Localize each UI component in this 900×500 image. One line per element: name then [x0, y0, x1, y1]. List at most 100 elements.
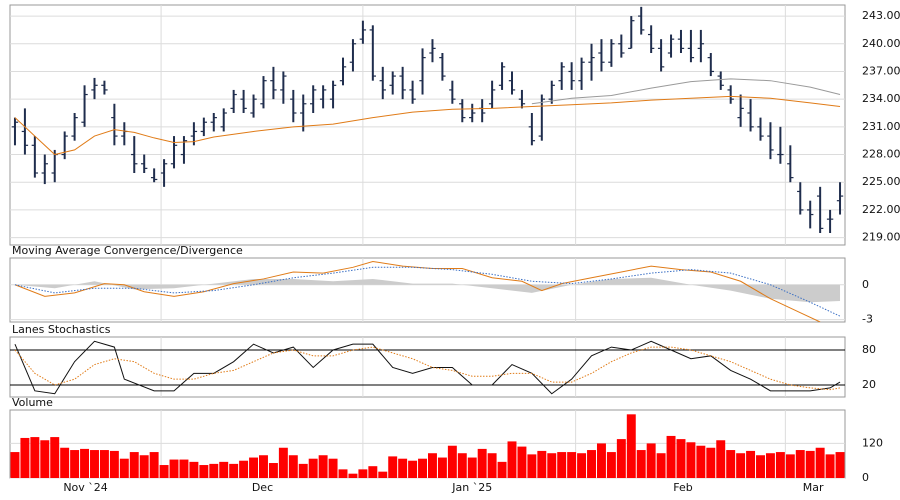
volume-bar: [795, 450, 805, 478]
volume-bar: [348, 473, 358, 478]
y-tick-label: 120: [862, 436, 883, 449]
volume-bar: [716, 440, 726, 478]
volume-bar: [259, 455, 268, 478]
volume-bar: [547, 453, 557, 478]
volume-bar: [368, 466, 378, 478]
volume-bar: [109, 450, 119, 478]
volume-bar: [825, 454, 835, 478]
y-tick-label: 0: [862, 471, 869, 484]
x-tick-label: Mar: [803, 481, 824, 494]
panel-title: Lanes Stochastics: [12, 323, 111, 336]
volume-bar: [676, 439, 686, 478]
y-tick-label: 225.00: [862, 175, 900, 188]
y-tick-label: 240.00: [862, 37, 900, 50]
volume-bar: [656, 453, 666, 478]
x-tick-label: Nov `24: [63, 481, 107, 494]
volume-bar: [338, 469, 348, 478]
volume-bar: [418, 458, 428, 478]
volume-bar: [726, 450, 736, 478]
series-line: [14, 95, 841, 156]
volume-bar: [229, 463, 239, 478]
volume-bar: [736, 453, 746, 478]
x-tick-label: Jan `25: [451, 481, 492, 494]
volume-bar: [209, 463, 219, 478]
volume-bar: [99, 450, 109, 478]
volume-bar: [447, 445, 457, 478]
y-tick-label: 219.00: [862, 231, 900, 244]
volume-bar: [239, 460, 249, 478]
volume-bar: [298, 463, 308, 478]
volume-bar: [457, 453, 467, 478]
volume-bar: [696, 445, 706, 478]
volume-bar: [666, 435, 676, 478]
series-line: [14, 346, 841, 391]
histogram-area: [14, 277, 841, 303]
volume-bar: [775, 452, 785, 478]
volume-bar: [487, 453, 497, 478]
volume-bar: [706, 447, 716, 478]
volume-bar: [189, 461, 199, 478]
volume-bar: [398, 458, 408, 478]
volume-bar: [388, 456, 398, 478]
volume-bar: [587, 450, 596, 478]
y-tick-label: 243.00: [862, 9, 900, 22]
volume-bar: [268, 463, 278, 478]
volume-bar: [507, 441, 517, 478]
panel-frame: [9, 4, 846, 246]
y-tick-label: 228.00: [862, 148, 900, 161]
series-line: [14, 340, 841, 395]
volume-bar: [10, 452, 20, 478]
y-tick-label: 237.00: [862, 64, 900, 77]
panel-frame: [9, 409, 846, 479]
y-tick-label: 222.00: [862, 203, 900, 216]
y-tick-label: 0: [862, 278, 869, 291]
volume-bar: [477, 448, 487, 478]
volume-bar: [467, 457, 477, 478]
volume-bar: [686, 442, 696, 478]
volume-bar: [815, 447, 825, 478]
x-tick-label: Dec: [252, 481, 273, 494]
panel-frame: [9, 336, 846, 398]
volume-bar: [636, 450, 646, 478]
volume-bar: [70, 450, 80, 478]
volume-bar: [40, 440, 50, 478]
volume-bar: [129, 452, 139, 478]
volume-bar: [557, 452, 567, 478]
x-tick-label: Feb: [673, 481, 692, 494]
y-tick-label: -3: [862, 313, 873, 326]
volume-bar: [606, 452, 616, 478]
volume-bar: [358, 469, 368, 478]
panel-title: Volume: [12, 396, 53, 409]
y-tick-label: 80: [862, 343, 876, 356]
volume-bar: [805, 450, 815, 478]
volume-bar: [756, 455, 765, 478]
volume-bar: [835, 452, 845, 478]
volume-bar: [378, 471, 388, 478]
volume-bar: [517, 446, 527, 478]
volume-bar: [537, 450, 547, 478]
y-tick-label: 20: [862, 378, 876, 391]
volume-bar: [527, 454, 537, 478]
volume-bar: [149, 452, 159, 478]
volume-bar: [139, 455, 149, 478]
volume-bar: [616, 439, 626, 478]
volume-bar: [169, 459, 179, 478]
volume-bar: [408, 460, 418, 478]
panel-title: Moving Average Convergence/Divergence: [12, 244, 243, 257]
volume-bar: [199, 465, 209, 478]
volume-bar: [30, 437, 40, 478]
volume-bar: [646, 443, 656, 478]
volume-bar: [427, 453, 437, 478]
volume-bar: [90, 450, 99, 478]
volume-bar: [278, 447, 288, 478]
volume-bar: [785, 454, 795, 478]
y-tick-label: 234.00: [862, 92, 900, 105]
volume-bar: [159, 465, 169, 478]
volume-bar: [497, 461, 507, 478]
volume-bar: [60, 447, 70, 478]
volume-bar: [119, 458, 129, 478]
y-tick-label: 231.00: [862, 120, 900, 133]
series-line: [14, 266, 841, 317]
volume-bar: [765, 453, 775, 478]
